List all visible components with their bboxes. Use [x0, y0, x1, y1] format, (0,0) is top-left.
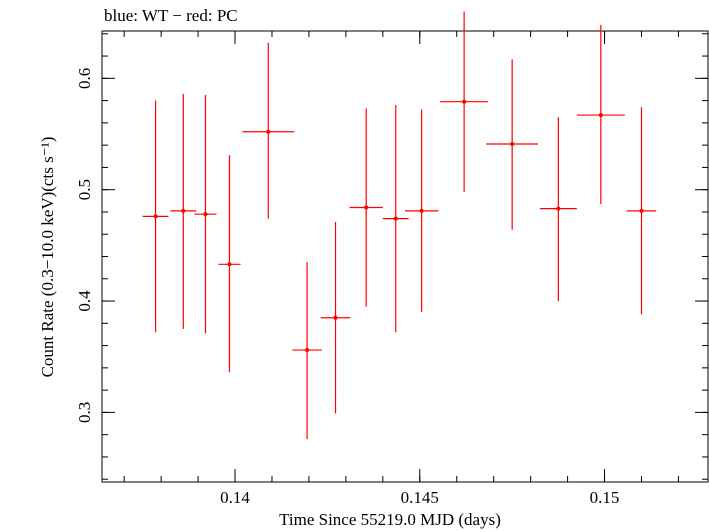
point-marker — [334, 316, 338, 320]
point-marker — [556, 207, 560, 211]
y-tick-label: 0.3 — [75, 402, 94, 423]
y-tick-label: 0.4 — [75, 290, 94, 312]
point-marker — [181, 209, 185, 213]
minor-ticks — [102, 31, 708, 482]
x-tick-label: 0.14 — [220, 488, 250, 507]
y-axis-label: Count Rate (0.3−10.0 keV)(cts s⁻¹) — [38, 137, 57, 378]
data-point — [405, 110, 438, 313]
point-marker — [420, 209, 424, 213]
data-point — [383, 105, 409, 332]
point-marker — [462, 100, 466, 104]
data-point — [143, 101, 169, 333]
point-marker — [639, 209, 643, 213]
major-ticks — [102, 31, 708, 482]
data-point — [350, 108, 383, 306]
data-point — [170, 94, 196, 329]
tick-labels: 0.14 0.145 0.15 0.3 0.4 0.5 0.6 — [75, 68, 619, 507]
data-point — [218, 155, 240, 372]
point-marker — [599, 113, 603, 117]
data-point — [577, 25, 625, 204]
data-point — [292, 262, 322, 439]
point-marker — [154, 214, 158, 218]
chart-title: blue: WT − red: PC — [104, 6, 238, 25]
point-marker — [203, 212, 207, 216]
y-tick-label: 0.6 — [75, 68, 94, 89]
point-marker — [364, 206, 368, 210]
plot-frame — [102, 31, 708, 482]
data-point — [242, 43, 294, 219]
data-point — [440, 12, 488, 192]
point-marker — [227, 262, 231, 266]
point-marker — [305, 348, 309, 352]
data-point — [627, 107, 657, 314]
point-marker — [266, 130, 270, 134]
x-axis-label: Time Since 55219.0 MJD (days) — [279, 510, 501, 529]
point-marker — [394, 217, 398, 221]
data-point — [321, 222, 351, 414]
data-point — [540, 117, 577, 301]
data-point — [486, 59, 538, 229]
point-marker — [510, 142, 514, 146]
data-point — [194, 95, 216, 333]
y-tick-label: 0.5 — [75, 179, 94, 200]
data-layer — [143, 12, 657, 440]
x-tick-label: 0.15 — [590, 488, 620, 507]
x-tick-label: 0.145 — [401, 488, 439, 507]
